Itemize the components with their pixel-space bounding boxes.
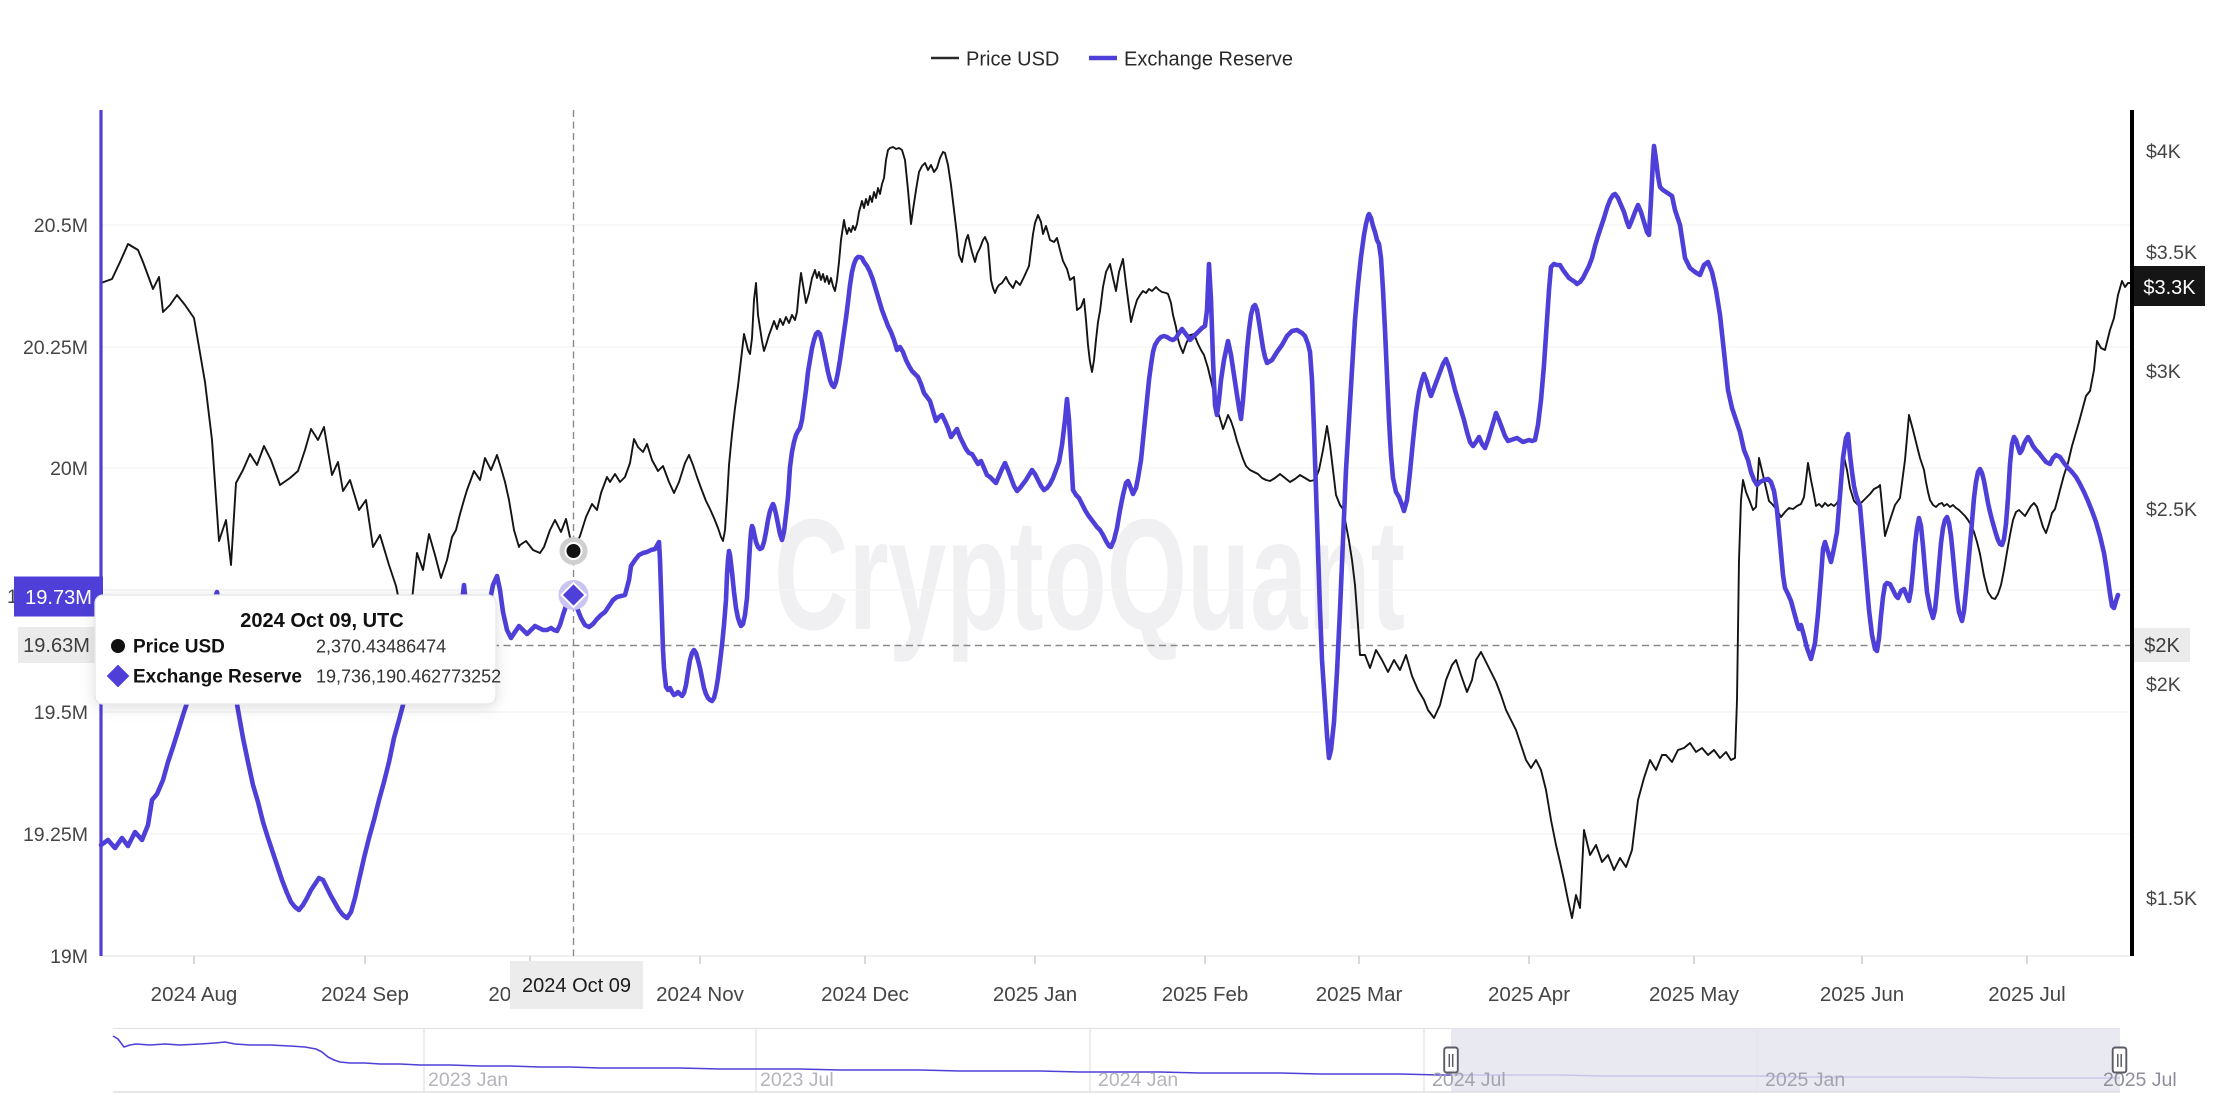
svg-text:Price USD: Price USD bbox=[966, 49, 1059, 71]
svg-text:2025 Jan: 2025 Jan bbox=[993, 983, 1077, 1006]
svg-text:$2.5K: $2.5K bbox=[2146, 499, 2197, 521]
svg-text:Exchange Reserve: Exchange Reserve bbox=[133, 667, 302, 688]
svg-text:20M: 20M bbox=[50, 458, 88, 480]
svg-text:2025 Jan: 2025 Jan bbox=[1765, 1069, 1845, 1091]
svg-text:$3.3K: $3.3K bbox=[2143, 277, 2196, 299]
svg-text:$2K: $2K bbox=[2146, 674, 2181, 696]
svg-text:2025 Mar: 2025 Mar bbox=[1316, 983, 1403, 1006]
svg-text:2025 Jul: 2025 Jul bbox=[1988, 983, 2066, 1006]
svg-text:2024 Oct 09, UTC: 2024 Oct 09, UTC bbox=[240, 610, 403, 632]
svg-text:2024 Sep: 2024 Sep bbox=[321, 983, 409, 1006]
svg-text:2025 Jul: 2025 Jul bbox=[2103, 1069, 2177, 1091]
svg-text:2024 Nov: 2024 Nov bbox=[656, 983, 745, 1006]
svg-text:20.5M: 20.5M bbox=[34, 215, 88, 237]
svg-text:19.25M: 19.25M bbox=[23, 824, 88, 846]
svg-text:$1.5K: $1.5K bbox=[2146, 888, 2197, 910]
svg-text:2025 Feb: 2025 Feb bbox=[1162, 983, 1249, 1006]
svg-text:19.5M: 19.5M bbox=[34, 702, 88, 724]
svg-text:$3K: $3K bbox=[2146, 361, 2181, 383]
svg-text:19M: 19M bbox=[50, 946, 88, 968]
svg-text:2023 Jan: 2023 Jan bbox=[428, 1069, 508, 1091]
svg-text:2,370.43486474: 2,370.43486474 bbox=[316, 637, 446, 657]
svg-text:2024 Dec: 2024 Dec bbox=[821, 983, 909, 1006]
svg-text:19.63M: 19.63M bbox=[23, 635, 90, 657]
svg-text:Exchange Reserve: Exchange Reserve bbox=[1124, 49, 1293, 71]
svg-text:2025 May: 2025 May bbox=[1649, 983, 1740, 1006]
svg-text:Price USD: Price USD bbox=[133, 637, 225, 658]
svg-text:2025 Jun: 2025 Jun bbox=[1820, 983, 1904, 1006]
svg-text:19.73M: 19.73M bbox=[25, 587, 92, 609]
svg-text:2024 Jan: 2024 Jan bbox=[1098, 1069, 1178, 1091]
svg-text:2023 Jul: 2023 Jul bbox=[760, 1069, 834, 1091]
svg-text:19,736,190.462773252: 19,736,190.462773252 bbox=[316, 667, 501, 687]
svg-text:20.25M: 20.25M bbox=[23, 337, 88, 359]
svg-text:$4K: $4K bbox=[2146, 141, 2181, 163]
svg-text:2025 Apr: 2025 Apr bbox=[1488, 983, 1570, 1006]
svg-text:$2K: $2K bbox=[2144, 635, 2180, 657]
svg-text:2024 Oct 09: 2024 Oct 09 bbox=[522, 975, 631, 997]
svg-text:2024 Jul: 2024 Jul bbox=[1432, 1069, 1506, 1091]
svg-text:2024 Aug: 2024 Aug bbox=[151, 983, 238, 1006]
svg-text:$3.5K: $3.5K bbox=[2146, 242, 2197, 264]
